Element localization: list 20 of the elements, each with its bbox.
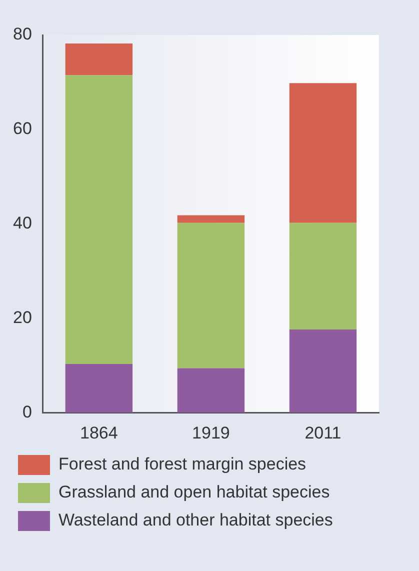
bar: [177, 222, 245, 368]
legend-label: Forest and forest margin species: [58, 454, 306, 474]
bar: [65, 75, 133, 364]
bar: [65, 364, 133, 413]
y-tick-label: 60: [12, 119, 32, 138]
bar: [177, 368, 245, 413]
x-tick-label: 2011: [304, 423, 342, 442]
bar: [177, 215, 245, 223]
bar: [289, 83, 357, 223]
y-tick-label: 40: [12, 213, 32, 232]
bar: [289, 222, 357, 330]
legend-label: Grassland and open habitat species: [58, 482, 330, 502]
y-tick-label: 20: [12, 308, 32, 327]
x-tick-label: 1864: [80, 423, 118, 442]
y-tick-label: 80: [12, 24, 32, 44]
x-tick-label: 1919: [192, 423, 230, 442]
y-tick-label: 0: [22, 402, 32, 422]
legend-label: Wasteland and other habitat species: [58, 510, 333, 530]
bar: [65, 43, 133, 76]
bar: [289, 330, 357, 413]
